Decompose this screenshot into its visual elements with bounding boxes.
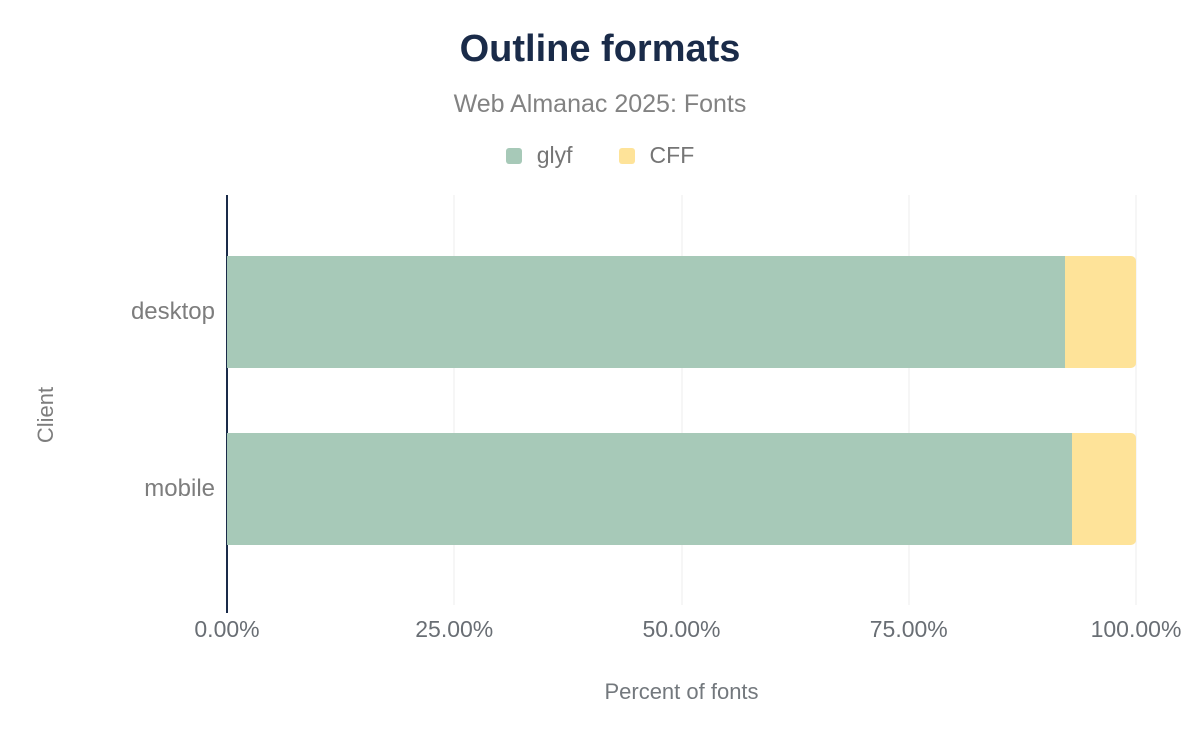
bar-desktop [227,256,1136,368]
gridline-100 [1135,195,1137,605]
legend-swatch-CFF [618,147,635,164]
gridline-75 [908,195,910,605]
chart-subtitle: Web Almanac 2025: Fonts [453,90,747,118]
legend-item-CFF: CFF [618,142,695,169]
plot-area [226,195,1137,613]
gridline-25 [453,195,455,605]
gridline-50 [681,195,682,605]
legend-item-glyf: glyf [505,142,573,169]
bar-segment-desktop-glyf[interactable] [227,256,1066,368]
bar-segment-mobile-CFF[interactable] [1072,433,1136,545]
x-tick-label-50: 50.00% [642,616,721,642]
chart-title: Outline formats [459,28,741,70]
y-axis-line [226,195,228,613]
legend-label-CFF: CFF [649,142,695,168]
bar-segment-mobile-glyf[interactable] [227,433,1073,545]
bar-segment-desktop-CFF[interactable] [1065,256,1136,368]
x-tick-label-75: 75.00% [869,616,948,642]
legend-label-glyf: glyf [536,142,573,168]
chart-legend: glyf CFF [0,142,1200,169]
x-tick-label-25: 25.00% [415,616,494,642]
bar-mobile [227,433,1136,545]
legend-swatch-glyf [505,147,522,164]
category-label-mobile: mobile [144,475,215,502]
x-tick-label-0: 0.00% [194,616,260,642]
x-tick-label-100: 100.00% [1090,616,1182,642]
x-axis-title: Percent of fonts [604,679,759,704]
x-axis-ticks: 0.00% 25.00% 50.00% 75.00% 100.00% [194,616,1181,644]
category-label-desktop: desktop [130,298,215,325]
y-axis-title: Client [33,386,58,444]
